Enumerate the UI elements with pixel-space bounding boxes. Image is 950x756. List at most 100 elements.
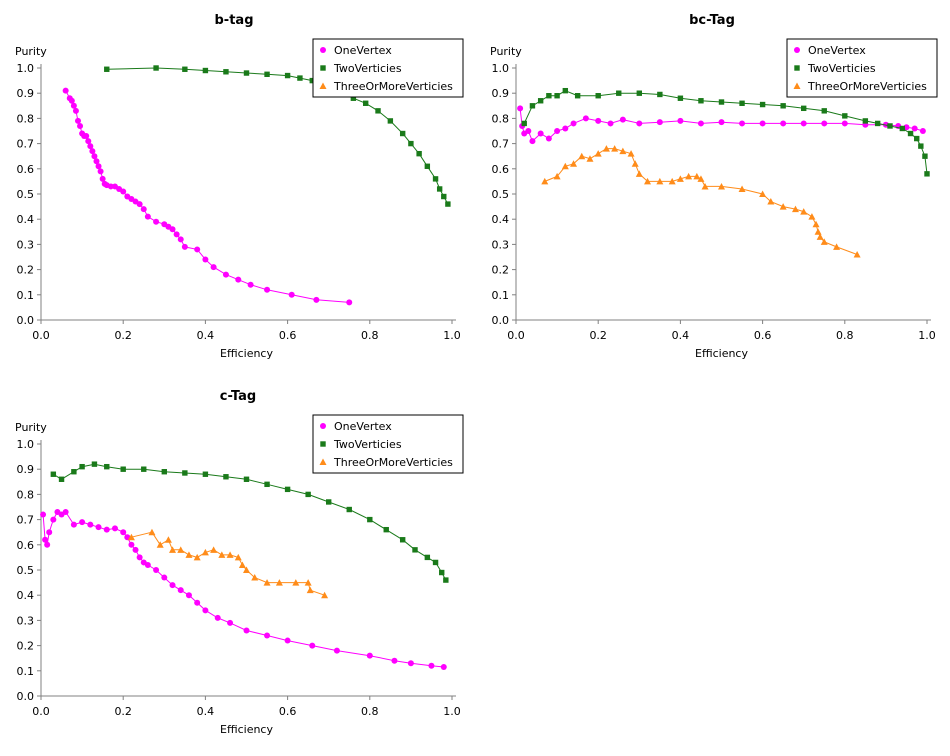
x-tick-label: 0.4 bbox=[197, 329, 215, 342]
data-point bbox=[367, 516, 373, 523]
data-point bbox=[697, 175, 705, 182]
data-point bbox=[227, 619, 234, 626]
legend-label: ThreeOrMoreVerticies bbox=[807, 80, 927, 93]
data-point bbox=[545, 135, 552, 142]
series-line bbox=[131, 531, 325, 596]
data-point bbox=[697, 120, 704, 127]
legend-label: ThreeOrMoreVerticies bbox=[333, 80, 453, 93]
data-point bbox=[87, 143, 94, 150]
legend-marker bbox=[319, 82, 327, 89]
legend-box bbox=[312, 414, 464, 474]
y-tick-label: 0.5 bbox=[492, 188, 510, 201]
x-tick-label: 0.4 bbox=[197, 705, 215, 718]
series-line bbox=[544, 148, 858, 255]
data-point bbox=[136, 554, 143, 561]
data-point bbox=[668, 177, 676, 185]
y-tick-label: 0.1 bbox=[492, 289, 510, 302]
data-point bbox=[169, 546, 177, 553]
series-onevertex bbox=[517, 105, 926, 145]
data-point bbox=[169, 226, 176, 233]
legend-label: OneVertex bbox=[808, 44, 866, 57]
legend-marker bbox=[794, 47, 800, 53]
data-point bbox=[62, 509, 69, 516]
data-point bbox=[578, 152, 586, 160]
data-point bbox=[739, 100, 745, 106]
x-tick-label: 1.0 bbox=[443, 705, 461, 718]
data-point bbox=[210, 546, 218, 553]
data-point bbox=[424, 554, 431, 561]
data-point bbox=[408, 140, 414, 147]
data-point bbox=[284, 486, 291, 493]
chart-title: b-tag bbox=[215, 13, 254, 28]
y-tick-label: 0.0 bbox=[17, 314, 35, 327]
series-threeormoreverticies bbox=[541, 145, 861, 258]
data-point bbox=[194, 246, 201, 253]
y-axis-label: Purity bbox=[15, 45, 47, 58]
data-point bbox=[177, 546, 185, 553]
data-point bbox=[428, 662, 435, 669]
data-point bbox=[685, 172, 693, 180]
data-point bbox=[631, 160, 639, 167]
legend-label: TwoVerticies bbox=[333, 62, 402, 75]
data-point bbox=[862, 118, 869, 124]
data-point bbox=[40, 511, 47, 518]
data-point bbox=[218, 551, 226, 558]
data-point bbox=[141, 466, 147, 472]
data-point bbox=[284, 637, 291, 644]
y-axis-label: Purity bbox=[15, 421, 47, 434]
data-point bbox=[439, 569, 445, 576]
data-point bbox=[739, 120, 746, 127]
y-tick-label: 0.8 bbox=[492, 112, 510, 125]
data-point bbox=[305, 491, 311, 498]
data-point bbox=[79, 519, 86, 526]
data-point bbox=[177, 587, 184, 594]
data-point bbox=[185, 592, 192, 599]
data-point bbox=[251, 574, 259, 581]
data-point bbox=[238, 561, 246, 568]
y-tick-label: 0.9 bbox=[17, 463, 35, 476]
x-axis-label: Efficiency bbox=[220, 347, 273, 360]
x-tick-label: 0.6 bbox=[279, 329, 297, 342]
data-point bbox=[574, 93, 581, 99]
data-point bbox=[95, 163, 102, 170]
legend-marker bbox=[319, 458, 327, 465]
data-point bbox=[656, 119, 663, 126]
data-point bbox=[111, 525, 118, 532]
data-point bbox=[676, 175, 684, 182]
data-point bbox=[619, 147, 627, 155]
data-point bbox=[68, 97, 75, 104]
data-point bbox=[780, 103, 786, 109]
data-point bbox=[657, 91, 663, 98]
data-point bbox=[561, 162, 569, 170]
y-tick-label: 0.4 bbox=[492, 213, 510, 226]
data-point bbox=[595, 93, 601, 99]
data-point bbox=[182, 470, 188, 476]
data-point bbox=[99, 175, 106, 182]
data-point bbox=[306, 586, 314, 594]
data-point bbox=[619, 116, 626, 123]
data-point bbox=[445, 201, 451, 207]
data-point bbox=[907, 130, 914, 137]
data-point bbox=[201, 548, 209, 556]
data-point bbox=[346, 299, 353, 306]
data-point bbox=[284, 72, 291, 79]
data-point bbox=[698, 98, 704, 104]
data-point bbox=[656, 177, 664, 185]
data-point bbox=[202, 607, 209, 614]
data-point bbox=[407, 660, 414, 667]
data-point bbox=[800, 208, 808, 215]
data-point bbox=[350, 95, 357, 101]
data-point bbox=[70, 102, 77, 109]
data-point bbox=[243, 627, 250, 634]
data-point bbox=[304, 579, 312, 586]
x-tick-label: 0.8 bbox=[361, 705, 379, 718]
legend-marker bbox=[793, 82, 801, 89]
y-tick-label: 0.6 bbox=[17, 539, 35, 552]
data-point bbox=[424, 163, 431, 169]
y-tick-label: 0.6 bbox=[492, 163, 510, 176]
data-point bbox=[153, 218, 160, 225]
x-tick-label: 0.0 bbox=[507, 329, 525, 342]
data-point bbox=[816, 233, 824, 240]
